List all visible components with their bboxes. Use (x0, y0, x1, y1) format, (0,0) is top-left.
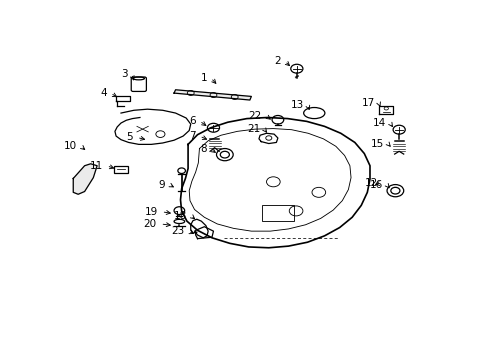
Polygon shape (73, 164, 97, 194)
Text: 2: 2 (274, 56, 280, 66)
Text: 19: 19 (144, 207, 158, 217)
Polygon shape (174, 90, 251, 100)
Text: 22: 22 (248, 111, 262, 121)
Text: 10: 10 (64, 141, 77, 151)
Text: 3: 3 (121, 69, 127, 79)
Text: 23: 23 (171, 226, 184, 236)
Text: 20: 20 (143, 219, 156, 229)
Text: 17: 17 (361, 98, 374, 108)
Text: 16: 16 (369, 180, 383, 190)
Text: 13: 13 (290, 100, 303, 110)
Text: 12: 12 (364, 178, 377, 188)
Text: 11: 11 (89, 161, 102, 171)
Bar (114, 166, 128, 173)
Text: 1: 1 (200, 73, 206, 83)
Text: 18: 18 (173, 211, 186, 221)
Text: 14: 14 (372, 118, 386, 128)
Text: 7: 7 (189, 131, 195, 141)
Text: 15: 15 (370, 139, 383, 149)
Text: 9: 9 (159, 180, 165, 190)
Text: 6: 6 (189, 116, 195, 126)
Text: 8: 8 (200, 144, 206, 154)
Text: 5: 5 (126, 132, 133, 143)
Text: 21: 21 (246, 123, 260, 134)
Text: 4: 4 (100, 88, 106, 98)
